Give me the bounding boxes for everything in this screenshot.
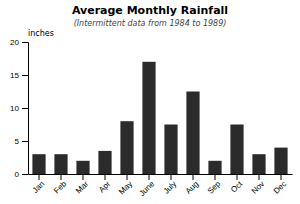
tick-label: 10 bbox=[10, 104, 19, 113]
x-tick: July bbox=[162, 174, 178, 196]
tick-label: 15 bbox=[10, 71, 19, 80]
y-tick: 5 bbox=[15, 137, 28, 146]
bar bbox=[142, 62, 155, 174]
tick-label: Nov bbox=[250, 179, 266, 195]
tick-mark bbox=[22, 108, 28, 109]
bar bbox=[54, 154, 67, 174]
bar bbox=[32, 154, 45, 174]
x-tick: Sep bbox=[206, 174, 223, 196]
axis-line bbox=[22, 43, 29, 175]
tick-label: July bbox=[162, 179, 178, 195]
bar bbox=[98, 151, 111, 174]
tick-label: June bbox=[138, 179, 157, 198]
y-tick: 10 bbox=[10, 104, 28, 113]
tick-label: Jan bbox=[31, 179, 46, 194]
x-tick: May bbox=[117, 174, 134, 196]
bar bbox=[186, 92, 199, 175]
tick-label: 0 bbox=[15, 170, 20, 179]
y-tick: 0 bbox=[15, 170, 28, 179]
tick-label: Dec bbox=[272, 179, 288, 195]
chart-container: Average Monthly Rainfall (Intermittent da… bbox=[0, 0, 300, 204]
y-tick: 15 bbox=[10, 71, 28, 80]
tick-label: 20 bbox=[10, 38, 19, 47]
chart-svg: Average Monthly Rainfall (Intermittent da… bbox=[0, 0, 300, 204]
x-tick: Nov bbox=[250, 174, 266, 196]
bar bbox=[230, 125, 243, 175]
x-tick: Feb bbox=[52, 174, 69, 195]
axis-line bbox=[29, 174, 293, 175]
tick-mark bbox=[22, 141, 28, 142]
title: Average Monthly Rainfall bbox=[72, 4, 228, 17]
y-tick: 20 bbox=[10, 38, 28, 47]
bar bbox=[120, 121, 133, 174]
subtitle: (Intermittent data from 1984 to 1989) bbox=[74, 19, 227, 28]
bar bbox=[164, 125, 177, 175]
bar bbox=[252, 154, 265, 174]
bars bbox=[32, 62, 287, 174]
tick-label: Apr bbox=[97, 179, 112, 194]
x-tick: Dec bbox=[272, 174, 288, 196]
tick-mark bbox=[22, 174, 28, 175]
bar bbox=[76, 161, 89, 174]
tick-label: Aug bbox=[184, 179, 200, 195]
x-tick: Apr bbox=[97, 174, 112, 195]
tick-label: May bbox=[117, 179, 134, 196]
tick-label: Mar bbox=[74, 179, 90, 195]
x-axis: Jan Feb Mar Apr MayJune July Aug Sep Oct Nov Dec bbox=[29, 174, 293, 198]
y-axis: 0 5 10 15 20 bbox=[10, 38, 28, 179]
x-tick: Jan bbox=[31, 174, 46, 195]
x-tick: Mar bbox=[74, 174, 90, 195]
tick-label: Oct bbox=[229, 179, 245, 195]
tick-label: 5 bbox=[15, 137, 20, 146]
bar bbox=[274, 148, 287, 174]
x-tick: June bbox=[138, 174, 157, 198]
y-label: inches bbox=[28, 29, 54, 38]
tick-mark bbox=[22, 42, 28, 43]
bar bbox=[208, 161, 221, 174]
tick-label: Sep bbox=[206, 179, 223, 196]
x-tick: Aug bbox=[184, 174, 200, 196]
tick-mark bbox=[22, 75, 28, 76]
tick-label: Feb bbox=[52, 179, 69, 196]
x-tick: Oct bbox=[229, 174, 245, 195]
